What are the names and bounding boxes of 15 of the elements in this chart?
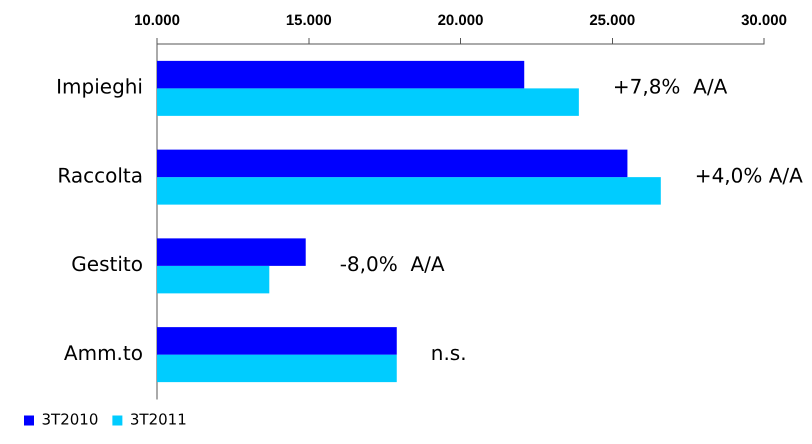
legend-label: 3T2011 <box>130 410 187 428</box>
annotation: +4,0% A/A <box>694 163 804 188</box>
legend-label: 3T2010 <box>42 410 98 428</box>
x-tick-label: 20.000 <box>438 12 484 30</box>
y-tick-label: Impieghi <box>56 74 143 99</box>
annotation: n.s. <box>430 340 467 365</box>
x-tick-label: 10.000 <box>134 12 180 30</box>
annotation: +7,8% A/A <box>612 74 728 99</box>
x-tick-label: 30.000 <box>741 12 787 30</box>
x-tick-label: 15.000 <box>286 12 332 30</box>
y-tick-label: Raccolta <box>57 163 143 188</box>
x-tick-label: 25.000 <box>589 12 636 30</box>
y-tick-label: Gestito <box>71 252 143 276</box>
annotation: -8,0% A/A <box>340 252 445 276</box>
y-tick-label: Amm.to <box>64 340 143 365</box>
